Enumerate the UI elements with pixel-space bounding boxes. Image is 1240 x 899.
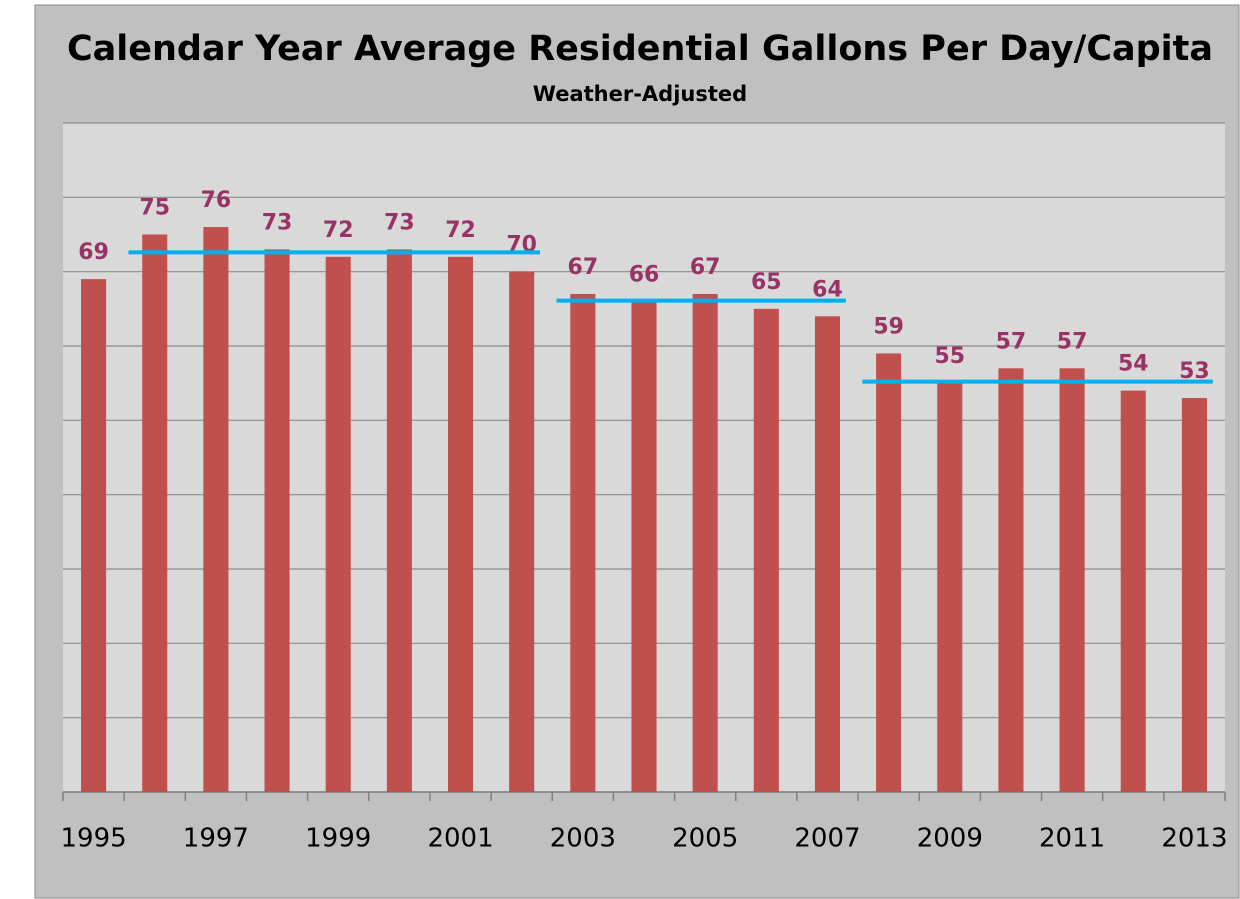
data-label: 72	[445, 218, 476, 243]
bar	[998, 368, 1024, 792]
bar	[1059, 368, 1085, 792]
data-label: 72	[323, 218, 354, 243]
bar	[937, 383, 963, 792]
data-label: 76	[201, 188, 232, 213]
x-tick-label: 1999	[305, 824, 371, 854]
x-tick-label: 2011	[1039, 824, 1105, 854]
bar	[1181, 398, 1207, 792]
bar	[509, 271, 535, 793]
x-tick-label: 2007	[794, 824, 860, 854]
bar	[264, 249, 290, 792]
x-tick-label: 2009	[917, 824, 983, 854]
data-label: 69	[78, 240, 109, 265]
bar	[814, 316, 841, 792]
data-label: 67	[568, 255, 599, 280]
data-label: 66	[629, 262, 660, 287]
x-tick-label: 1997	[183, 824, 249, 854]
bar	[1120, 390, 1146, 792]
x-tick-label: 2005	[672, 824, 738, 854]
x-tick-label: 2013	[1161, 824, 1227, 854]
bar	[203, 227, 229, 793]
chart-subtitle: Weather-Adjusted	[533, 82, 747, 106]
bar	[447, 256, 474, 792]
bar	[81, 279, 107, 793]
data-label: 73	[262, 210, 293, 235]
bar	[753, 308, 779, 792]
bar	[876, 353, 902, 792]
bar	[570, 293, 596, 792]
bar	[386, 249, 412, 792]
x-tick-label: 2001	[427, 824, 493, 854]
data-label: 67	[690, 255, 721, 280]
bar	[692, 293, 718, 792]
bar	[325, 256, 351, 792]
data-label: 73	[384, 210, 415, 235]
bar	[631, 301, 657, 792]
data-label: 54	[1118, 352, 1149, 377]
x-tick-label: 1995	[60, 824, 126, 854]
data-label: 64	[812, 277, 843, 302]
data-label: 59	[873, 314, 904, 339]
data-label: 55	[934, 344, 965, 369]
data-label: 75	[139, 196, 170, 221]
data-label: 57	[996, 329, 1027, 354]
bar	[142, 234, 168, 792]
chart-title: Calendar Year Average Residential Gallon…	[67, 29, 1213, 69]
data-label: 65	[751, 270, 782, 295]
data-label: 57	[1057, 329, 1088, 354]
x-tick-label: 2003	[550, 824, 616, 854]
